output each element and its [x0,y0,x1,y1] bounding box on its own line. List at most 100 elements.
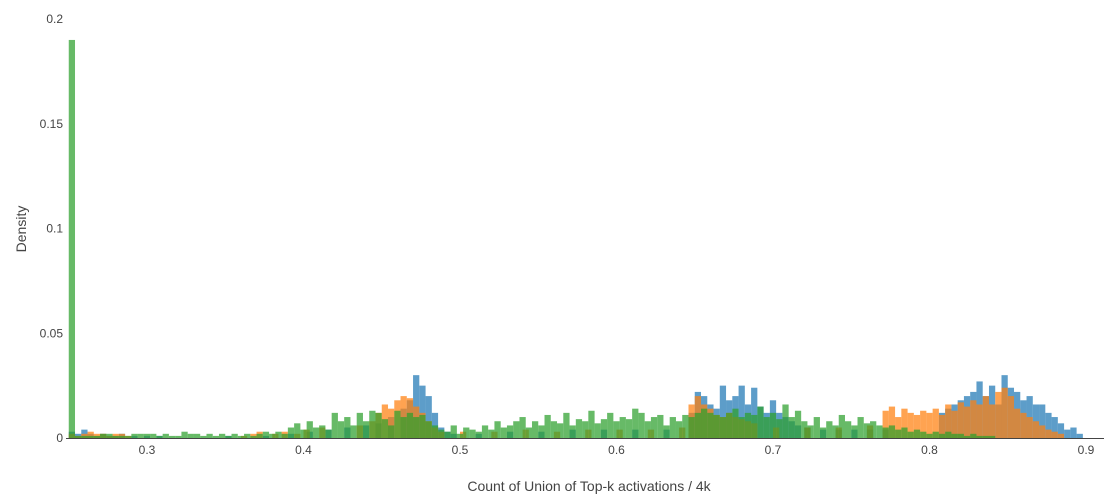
histogram-bar [1064,429,1071,438]
histogram-bar [607,412,614,438]
histogram-bar [982,435,989,438]
histogram-bar [895,429,902,438]
histogram-bar [882,410,889,438]
histogram-bar [419,385,426,439]
histogram-bar [1057,433,1065,438]
x-tick-label: 0.5 [452,443,469,457]
histogram-bar [312,427,320,438]
x-axis-title: Count of Union of Top-k activations / 4k [467,478,711,494]
histogram-bar [575,419,583,438]
histogram-bar [982,396,989,438]
histogram-bar [206,433,213,438]
histogram-bar [1039,425,1046,438]
histogram-bar [650,417,658,438]
y-tick-label: 0.15 [40,117,64,131]
histogram-bar [256,433,263,438]
histogram-bar [112,435,119,438]
histogram-bar [945,431,952,438]
histogram-bar [738,385,745,439]
histogram-bar [463,427,470,438]
histogram-bar [218,433,226,438]
histogram-bar [1051,431,1058,438]
histogram-bar [456,433,464,438]
histogram-bar [118,435,126,438]
histogram-bar [513,421,520,438]
histogram-bar [913,414,921,438]
histogram-bar [657,414,664,438]
histogram-bar [1057,423,1065,438]
histogram-bar [776,419,783,438]
histogram-bar [1045,412,1052,438]
histogram-bar [1051,417,1058,438]
histogram-bar [337,421,345,438]
histogram-bar [957,433,964,438]
histogram-bar [325,429,332,438]
histogram-bar [963,435,971,438]
y-tick-labels: 0 0.05 0.1 0.15 0.2 [40,12,64,445]
histogram-bar [632,408,639,438]
histogram-bar [675,421,683,438]
histogram-bar [331,412,338,438]
histogram-bar [938,433,946,438]
histogram-bar [926,433,933,438]
histogram-bar [644,421,651,438]
histogram-bar [613,421,620,438]
y-tick-label: 0 [56,431,63,445]
x-tick-label: 0.9 [1078,443,1095,457]
histogram-bar [500,427,507,438]
histogram-bar [863,423,871,438]
histogram-bar [920,431,927,438]
histogram-bar [807,425,814,438]
y-tick-label: 0.2 [46,12,63,26]
histogram-bar [844,421,852,438]
histogram-bar [156,435,163,438]
histogram-bar [569,425,576,438]
histogram-bar [701,408,708,438]
histogram-bar [976,404,983,438]
histogram-bar [237,435,245,438]
histogram-bar [926,412,933,438]
histogram-bar [688,417,695,438]
histogram-bar [932,431,939,438]
histogram-bar [425,421,432,438]
histogram-bar [394,410,401,438]
histogram-bar [75,435,82,438]
histogram-bar [525,427,532,438]
histogram-bar [1076,433,1083,438]
histogram-bar [350,425,357,438]
histogram-bar [250,435,257,438]
histogram-bar [832,425,839,438]
histogram-bar [244,433,251,438]
histogram-bar [757,406,764,438]
histogram-bar [438,429,445,438]
histogram-bar [976,435,983,438]
histogram-bar [93,435,101,438]
histogram-bar [732,408,739,438]
histogram-bar [262,431,270,438]
histogram-bar [475,431,482,438]
histogram-bar [920,410,927,438]
histogram-bar [68,39,76,438]
histogram-bar [995,391,1002,438]
histogram-bar [882,427,889,438]
histogram-bar [344,417,351,438]
histogram-bar [963,406,971,438]
histogram-bar [306,421,313,438]
histogram-bar [751,414,758,438]
x-tick-label: 0.4 [295,443,312,457]
histogram-bar [413,417,420,438]
histogram-bar [300,429,307,438]
histogram-bar [356,412,363,438]
histogram-bar [294,423,301,438]
x-tick-labels: 0.3 0.4 0.5 0.6 0.7 0.8 0.9 [139,443,1095,457]
histogram-bar [744,412,752,438]
histogram-bar [200,435,207,438]
histogram-bar [588,410,595,438]
histogram-bar [106,433,113,438]
histogram-bar [719,385,727,439]
histogram-bar [819,427,827,438]
histogram-bar [782,404,789,438]
histogram-bar [175,435,182,438]
histogram-bar [287,427,295,438]
histogram-bar [838,414,845,438]
